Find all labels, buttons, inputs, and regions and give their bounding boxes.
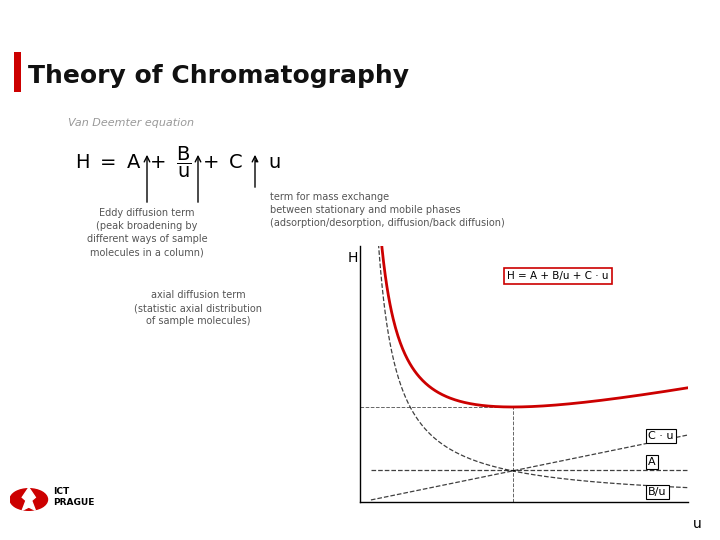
Text: Van Deemter equation: Van Deemter equation <box>68 118 194 128</box>
Circle shape <box>10 489 48 510</box>
Text: ICT
PRAGUE: ICT PRAGUE <box>53 487 94 507</box>
Text: $\mathrm{H \ = \ A \ + \ \dfrac{B}{u} \ + \ C \ \cdot \ u}$: $\mathrm{H \ = \ A \ + \ \dfrac{B}{u} \ … <box>75 145 282 179</box>
Text: Theory of Chromatography: Theory of Chromatography <box>28 64 409 88</box>
Polygon shape <box>22 488 35 510</box>
Text: Eddy diffusion term
(peak broadening by
different ways of sample
molecules in a : Eddy diffusion term (peak broadening by … <box>86 208 207 258</box>
Text: A: A <box>648 457 656 467</box>
Text: C · u: C · u <box>648 431 674 441</box>
Text: term for mass exchange
between stationary and mobile phases
(adsorption/desorpti: term for mass exchange between stationar… <box>270 192 505 228</box>
Bar <box>14 52 21 92</box>
Text: axial diffusion term
(statistic axial distribution
of sample molecules): axial diffusion term (statistic axial di… <box>134 290 262 326</box>
Text: H: H <box>348 251 358 265</box>
Text: B/u: B/u <box>648 487 667 497</box>
Text: H = A + B/u + C · u: H = A + B/u + C · u <box>508 271 609 281</box>
Text: u: u <box>693 517 702 531</box>
